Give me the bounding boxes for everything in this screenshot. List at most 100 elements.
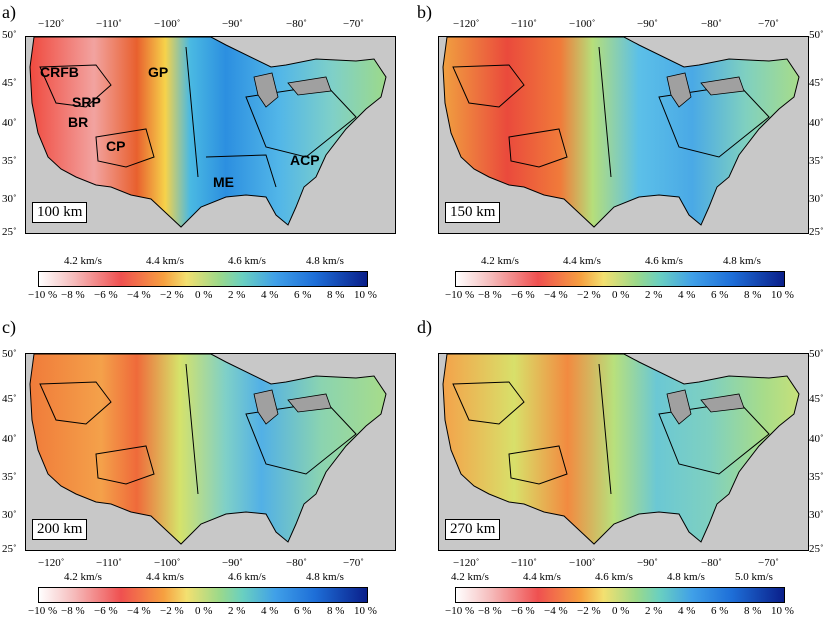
- percent-tick: 6 %: [294, 289, 312, 301]
- region-outline: [508, 445, 568, 485]
- velocity-tick: 4.6 km/s: [228, 571, 266, 583]
- percent-tick: 4 %: [261, 605, 279, 617]
- region-outline: [95, 128, 155, 168]
- percent-tick: −4 %: [127, 605, 151, 617]
- lon-tick: −100˚: [154, 18, 181, 30]
- lon-tick: −90˚: [222, 18, 243, 30]
- colorbar-gradient: [38, 587, 368, 603]
- lon-tick: −70˚: [758, 18, 779, 30]
- percent-tick: −6 %: [94, 605, 118, 617]
- lat-tick: 30˚: [2, 193, 17, 205]
- region-outline: [185, 46, 199, 178]
- lat-tick: 50˚: [2, 29, 17, 41]
- percent-tick: −2 %: [160, 289, 184, 301]
- region-outline: [205, 154, 277, 188]
- percent-tick: 6 %: [294, 605, 312, 617]
- region-label-br: BR: [68, 114, 89, 130]
- panel-b: b) −120˚ −110˚ −100˚ −90˚ −80˚ −70˚ 50˚ …: [415, 0, 830, 311]
- region-outline: [452, 64, 525, 108]
- lon-tick: −120˚: [38, 18, 65, 30]
- region-outline: [95, 445, 155, 485]
- percent-tick: −2 %: [577, 289, 601, 301]
- percent-tick: 0 %: [612, 605, 630, 617]
- lat-tick: 30˚: [809, 193, 824, 205]
- percent-tick: 8 %: [744, 289, 762, 301]
- region-label-cp: CP: [106, 138, 126, 154]
- velocity-map: 150 km: [438, 36, 809, 234]
- panel-d: d) 50˚ 45˚ 40˚ 35˚ 30˚ 25˚: [415, 311, 830, 622]
- lat-tick: 50˚: [809, 348, 824, 360]
- lat-tick: 45˚: [2, 77, 17, 89]
- great-lakes: [700, 76, 745, 96]
- percent-tick: 8 %: [744, 605, 762, 617]
- percent-tick: 6 %: [711, 289, 729, 301]
- velocity-tick: 4.6 km/s: [228, 255, 266, 267]
- region-label-srp: SRP: [72, 94, 101, 110]
- lon-tick: −70˚: [758, 557, 779, 569]
- velocity-tick: 5.0 km/s: [735, 571, 773, 583]
- velocity-tick: 4.8 km/s: [667, 571, 705, 583]
- lat-tick: 35˚: [2, 155, 17, 167]
- great-lakes: [700, 393, 745, 413]
- great-lakes: [666, 389, 692, 425]
- percent-tick: 4 %: [261, 289, 279, 301]
- percent-tick: 2 %: [645, 605, 663, 617]
- velocity-tick: 4.2 km/s: [451, 571, 489, 583]
- lon-tick: −120˚: [453, 18, 480, 30]
- lon-tick: −80˚: [286, 18, 307, 30]
- percent-tick: −8 %: [61, 289, 85, 301]
- colorbar-gradient: [455, 587, 785, 603]
- percent-tick: 0 %: [612, 289, 630, 301]
- lon-tick: −90˚: [637, 557, 658, 569]
- lat-tick: 30˚: [809, 509, 824, 521]
- lat-tick: 25˚: [809, 543, 824, 555]
- colorbar: 4.2 km/s 4.4 km/s 4.6 km/s 4.8 km/s −10 …: [445, 255, 795, 305]
- velocity-map: CRFB SRP BR CP GP ME ACP 100 km: [25, 36, 396, 234]
- panel-letter: d): [417, 317, 432, 337]
- region-outline: [508, 128, 568, 168]
- lon-tick: −80˚: [701, 18, 722, 30]
- percent-tick: 4 %: [678, 289, 696, 301]
- lon-tick: −110˚: [511, 18, 537, 30]
- depth-label: 100 km: [32, 202, 88, 223]
- great-lakes: [287, 76, 332, 96]
- great-lakes: [253, 389, 279, 425]
- velocity-tick: 4.4 km/s: [146, 571, 184, 583]
- velocity-tick: 4.4 km/s: [146, 255, 184, 267]
- percent-tick: −6 %: [511, 289, 535, 301]
- velocity-tick: 4.6 km/s: [645, 255, 683, 267]
- velocity-tick: 4.8 km/s: [723, 255, 761, 267]
- colorbar: 4.2 km/s 4.4 km/s 4.6 km/s 4.8 km/s −10 …: [28, 255, 378, 305]
- lat-tick: 30˚: [2, 509, 17, 521]
- region-outline: [452, 381, 525, 425]
- velocity-map: 270 km: [438, 353, 809, 551]
- percent-tick: 10 %: [771, 605, 794, 617]
- lat-tick: 45˚: [809, 77, 824, 89]
- lat-tick: 35˚: [809, 471, 824, 483]
- lon-tick: −80˚: [701, 557, 722, 569]
- region-label-me: ME: [213, 174, 234, 190]
- colorbar-gradient: [38, 271, 368, 287]
- lat-tick: 40˚: [809, 117, 824, 129]
- velocity-tick: 4.4 km/s: [563, 255, 601, 267]
- percent-tick: −4 %: [544, 289, 568, 301]
- lat-tick: 40˚: [2, 117, 17, 129]
- velocity-tick: 4.2 km/s: [64, 571, 102, 583]
- percent-tick: 6 %: [711, 605, 729, 617]
- lat-tick: 25˚: [2, 226, 17, 238]
- region-outline: [39, 381, 112, 425]
- percent-tick: −6 %: [94, 289, 118, 301]
- panel-letter: a): [2, 2, 16, 22]
- percent-tick: 8 %: [327, 289, 345, 301]
- percent-tick: −10 %: [28, 605, 58, 617]
- lon-tick: −100˚: [154, 557, 181, 569]
- lat-tick: 35˚: [2, 471, 17, 483]
- velocity-map: 200 km: [25, 353, 396, 551]
- colorbar: 4.2 km/s 4.4 km/s 4.6 km/s 4.8 km/s −10 …: [28, 571, 378, 621]
- percent-tick: −10 %: [445, 289, 475, 301]
- percent-tick: 0 %: [195, 289, 213, 301]
- region-label-crfb: CRFB: [40, 64, 79, 80]
- percent-tick: −10 %: [445, 605, 475, 617]
- great-lakes: [287, 393, 332, 413]
- velocity-tick: 4.6 km/s: [595, 571, 633, 583]
